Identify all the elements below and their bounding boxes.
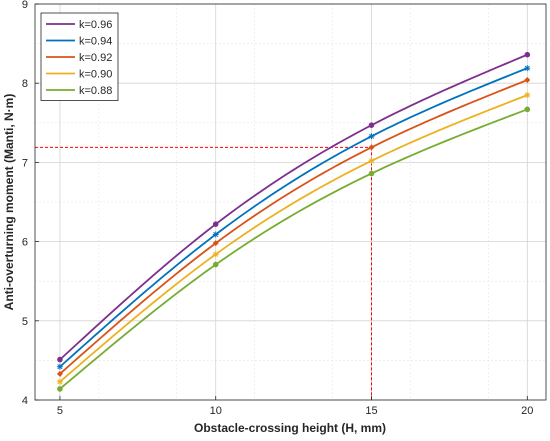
legend-entry: k=0.90 — [79, 69, 112, 81]
y-axis-label: Anti-overturning moment (Manti, N·m) — [2, 94, 16, 311]
x-tick-label: 20 — [521, 405, 533, 417]
series-marker — [524, 106, 531, 113]
series-marker — [524, 51, 531, 58]
series-marker — [524, 65, 531, 72]
legend-entry: k=0.88 — [79, 85, 112, 97]
y-tick-label: 9 — [22, 0, 28, 11]
axis-ticks: 5 10 15 20 4 5 6 7 8 9 — [22, 0, 534, 417]
series-marker — [212, 261, 219, 268]
legend-entry: k=0.92 — [79, 52, 112, 64]
series-marker — [212, 240, 219, 247]
x-tick-label: 15 — [365, 405, 377, 417]
series-line — [59, 108, 528, 390]
y-tick-label: 4 — [22, 395, 28, 407]
y-tick-label: 5 — [22, 316, 28, 328]
y-tick-label: 8 — [22, 78, 28, 90]
x-axis-label: Obstacle-crossing height (H, mm) — [194, 421, 386, 435]
y-tick-label: 6 — [22, 237, 28, 249]
series-marker — [368, 133, 375, 140]
series-marker — [57, 356, 63, 363]
series-marker — [56, 363, 63, 370]
series-marker — [56, 370, 63, 377]
series-marker — [368, 122, 375, 128]
series-line — [59, 67, 528, 368]
series-marker — [524, 77, 531, 84]
reference-lines — [35, 146, 373, 400]
series-line — [59, 94, 528, 383]
series-marker — [368, 170, 375, 177]
legend: k=0.96 k=0.94 k=0.92 k=0.90 k=0.88 — [40, 12, 119, 101]
x-tick-label: 5 — [57, 405, 63, 417]
x-tick-label: 10 — [210, 405, 222, 417]
legend-entry: k=0.94 — [79, 36, 112, 48]
series-marker — [56, 378, 63, 385]
series-marker — [368, 157, 375, 164]
legend-entry: k=0.96 — [79, 19, 112, 31]
series-lines — [56, 51, 531, 392]
series-line — [59, 79, 528, 375]
series-marker — [212, 251, 219, 258]
series-marker — [57, 386, 63, 392]
y-tick-label: 7 — [22, 157, 28, 169]
series-marker — [368, 144, 375, 151]
series-marker — [524, 92, 531, 99]
series-line — [59, 53, 528, 361]
series-marker — [212, 231, 219, 238]
series-marker — [212, 221, 219, 227]
plot-frame — [34, 3, 547, 401]
